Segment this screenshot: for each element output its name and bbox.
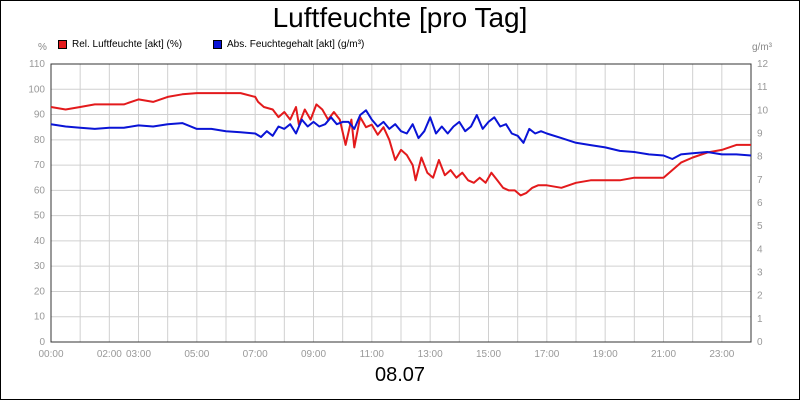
y-right-tick-label: 1 [757, 314, 763, 325]
y-right-tick-label: 3 [757, 268, 763, 279]
legend-item-rel-humidity: Rel. Luftfeuchte [akt] (%) [58, 39, 182, 50]
y-left-unit: % [38, 42, 47, 53]
y-right-unit: g/m³ [752, 42, 772, 53]
y-right-tick-label: 11 [757, 82, 768, 93]
x-tick-label: 05:00 [184, 349, 209, 360]
y-left-tick-label: 50 [34, 211, 46, 222]
date-label: 08.07 [374, 364, 426, 386]
y-right-tick-label: 9 [757, 129, 763, 140]
legend-label-abs-humidity: Abs. Feuchtegehalt [akt] (g/m³) [227, 39, 365, 50]
y-left-tick-label: 90 [34, 110, 46, 121]
x-tick-label: 23:00 [709, 349, 734, 360]
x-tick-label: 07:00 [243, 349, 268, 360]
y-left-tick-label: 80 [34, 135, 46, 146]
legend-swatch-blue [213, 40, 222, 49]
y-left-tick-label: 30 [34, 261, 46, 272]
x-tick-label: 21:00 [651, 349, 676, 360]
y-right-tick-label: 0 [757, 337, 763, 348]
y-right-tick-label: 7 [757, 175, 763, 186]
y-left-tick-label: 20 [34, 286, 46, 297]
x-tick-label: 13:00 [418, 349, 443, 360]
y-right-tick-label: 8 [757, 152, 763, 163]
x-tick-label: 15:00 [476, 349, 501, 360]
y-left-tick-label: 40 [34, 236, 46, 247]
y-left-tick-label: 60 [34, 185, 46, 196]
y-right-tick-label: 10 [757, 105, 769, 116]
y-left-tick-label: 70 [34, 160, 46, 171]
legend-item-abs-humidity: Abs. Feuchtegehalt [akt] (g/m³) [213, 39, 364, 50]
y-right-tick-label: 4 [757, 244, 763, 255]
series-line-abs-humidity [50, 109, 752, 160]
plot-border [50, 63, 752, 343]
legend-swatch-red [58, 40, 67, 49]
x-tick-label: 11:00 [360, 349, 385, 360]
y-left-tick-label: 10 [34, 312, 46, 323]
y-right-tick-label: 6 [757, 198, 763, 209]
x-tick-label: 09:00 [301, 349, 326, 360]
x-tick-label: 17:00 [534, 349, 559, 360]
x-tick-label: 19:00 [593, 349, 618, 360]
series-line-rel-humidity [50, 92, 751, 197]
x-tick-label: 00:00 [38, 349, 63, 360]
y-left-tick-label: 0 [39, 337, 45, 348]
y-left-tick-label: 110 [29, 59, 45, 70]
chart-title: Luftfeuchte [pro Tag] [272, 2, 528, 33]
y-right-tick-label: 5 [757, 221, 763, 232]
x-tick-label: 03:00 [126, 349, 151, 360]
y-left-tick-label: 100 [28, 84, 45, 95]
legend-label-rel-humidity: Rel. Luftfeuchte [akt] (%) [72, 39, 183, 50]
x-tick-label: 02:00 [97, 349, 122, 360]
y-right-tick-label: 12 [757, 59, 769, 70]
y-right-tick-label: 2 [757, 291, 763, 302]
